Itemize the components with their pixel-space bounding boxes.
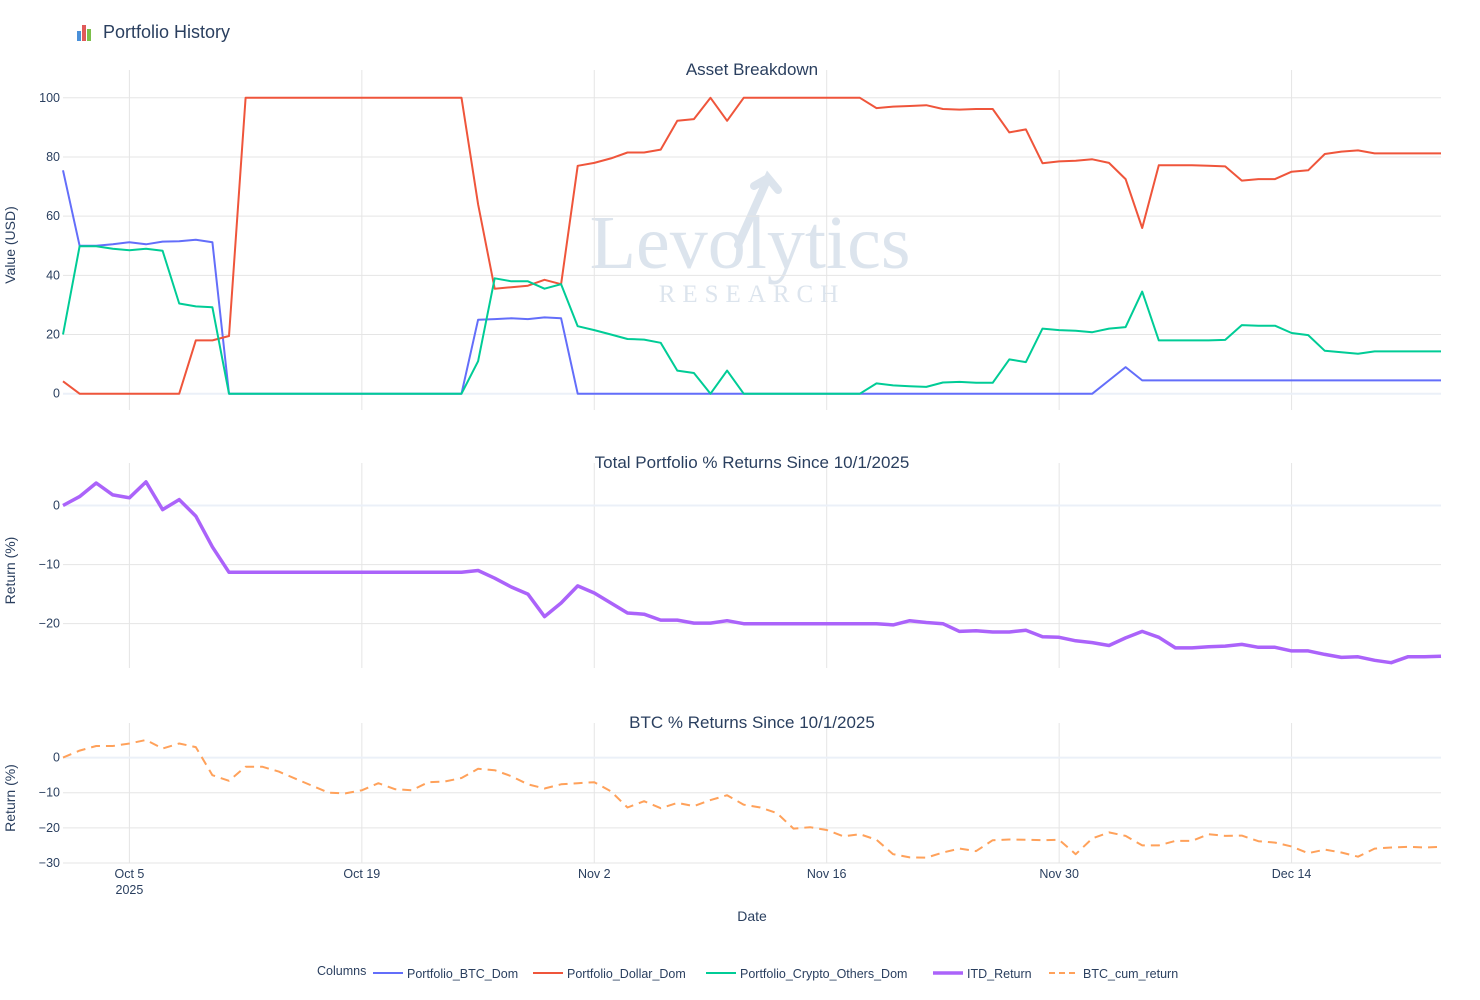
series-line-portfolio-dollar-dom bbox=[62, 96, 1441, 395]
y-axis-title: Return (%) bbox=[2, 537, 18, 605]
legend-item: Portfolio_Crypto_Others_Dom bbox=[706, 967, 907, 981]
x-tick-label: Dec 14 bbox=[1272, 867, 1312, 881]
legend-label: Portfolio_Crypto_Others_Dom bbox=[740, 967, 907, 981]
legend-label: Portfolio_BTC_Dom bbox=[407, 967, 518, 981]
panel-title: Asset Breakdown bbox=[686, 60, 818, 79]
x-tick-label: Nov 2 bbox=[578, 867, 611, 881]
legend-label: Portfolio_Dollar_Dom bbox=[567, 967, 686, 981]
page-title-text: Portfolio History bbox=[103, 22, 231, 42]
y-axis-title: Value (USD) bbox=[2, 206, 18, 284]
watermark-line2: RESEARCH bbox=[659, 281, 846, 308]
y-tick-label: 0 bbox=[53, 499, 60, 513]
legend: Columns Portfolio_BTC_Dom Portfolio_Dollar… bbox=[317, 964, 1178, 981]
y-tick-label: 20 bbox=[46, 328, 60, 342]
panel-1: 0 20 40 60 80 100 Asset Breakdown Value (USD) bbox=[2, 60, 1441, 410]
x-axis: Oct 5 2025 Oct 19 Nov 2 Nov 16 Nov 30 Dec 14 Da… bbox=[114, 867, 1311, 924]
y-axis-title: Return (%) bbox=[2, 764, 18, 832]
watermark-arrow-icon bbox=[734, 170, 782, 249]
x-tick-label: Nov 16 bbox=[807, 867, 847, 881]
panel-2: 0 −10 −20 Total Portfolio % Returns Since 1… bbox=[2, 453, 1442, 668]
y-tick-label: 80 bbox=[46, 150, 60, 164]
y-tick-label: −20 bbox=[39, 821, 60, 835]
legend-item: ITD_Return bbox=[933, 967, 1032, 981]
legend-title: Columns bbox=[317, 964, 366, 978]
y-tick-label: 60 bbox=[46, 209, 60, 223]
legend-label: ITD_Return bbox=[967, 967, 1032, 981]
bar-chart-icon bbox=[76, 24, 94, 42]
panel-3: 0 −10 −20 −30 BTC % Returns Since 10/1/2025 R… bbox=[2, 713, 1442, 870]
series-line-itd-return bbox=[62, 480, 1442, 665]
x-tick-sublabel: 2025 bbox=[116, 883, 144, 897]
y-tick-label: 0 bbox=[53, 387, 60, 401]
y-tick-label: −10 bbox=[39, 558, 60, 572]
x-tick-label: Nov 30 bbox=[1039, 867, 1079, 881]
y-tick-label: 100 bbox=[39, 91, 60, 105]
panel-title: BTC % Returns Since 10/1/2025 bbox=[629, 713, 875, 732]
series-line-portfolio-crypto-others-dom bbox=[62, 245, 1441, 395]
y-tick-label: 40 bbox=[46, 268, 60, 282]
legend-item: Portfolio_Dollar_Dom bbox=[533, 967, 686, 981]
y-tick-label: −20 bbox=[39, 617, 60, 631]
x-tick-label: Oct 19 bbox=[343, 867, 380, 881]
x-axis-title: Date bbox=[737, 908, 767, 924]
panel-title: Total Portfolio % Returns Since 10/1/202… bbox=[595, 453, 910, 472]
page-title: Portfolio History bbox=[76, 22, 230, 43]
y-tick-label: 0 bbox=[53, 751, 60, 765]
legend-item: Portfolio_BTC_Dom bbox=[373, 967, 518, 981]
y-tick-label: −30 bbox=[39, 856, 60, 870]
y-tick-label: −10 bbox=[39, 786, 60, 800]
series-line-btc-cum-return bbox=[62, 739, 1442, 859]
legend-item: BTC_cum_return bbox=[1049, 967, 1178, 981]
legend-label: BTC_cum_return bbox=[1083, 967, 1178, 981]
x-tick-label: Oct 5 bbox=[114, 867, 144, 881]
